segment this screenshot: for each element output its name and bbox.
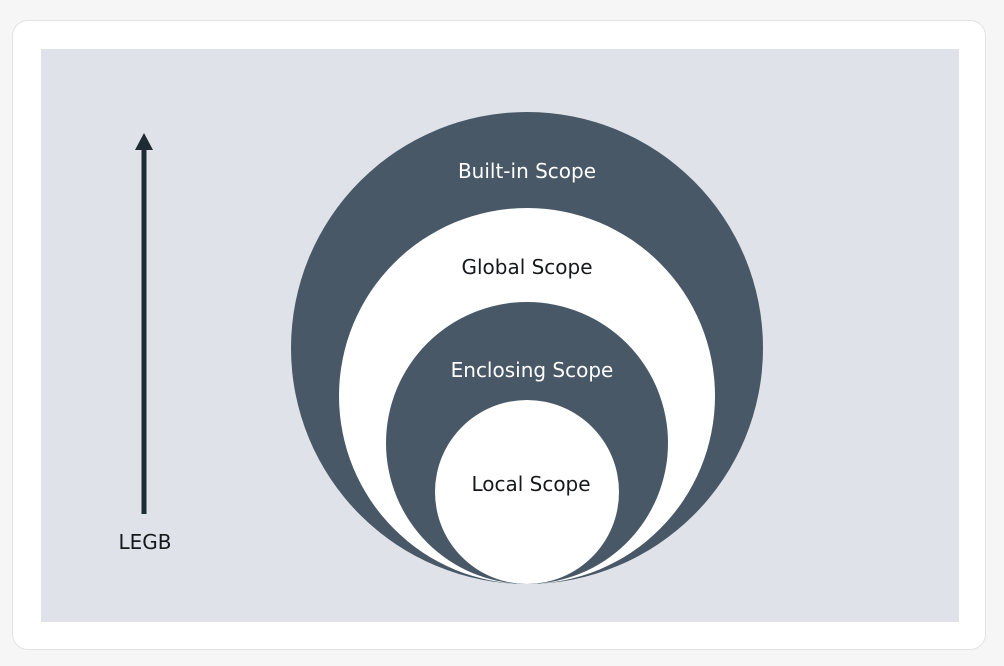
- global-scope-label: Global Scope: [461, 255, 592, 279]
- local-scope-circle: [435, 400, 619, 584]
- local-scope-label: Local Scope: [471, 472, 590, 496]
- legb-diagram: LEGB Built-in Scope Global Scope Enclosi…: [41, 49, 959, 622]
- legb-axis-label: LEGB: [119, 530, 172, 554]
- builtin-scope-label: Built-in Scope: [458, 159, 596, 183]
- enclosing-scope-label: Enclosing Scope: [451, 358, 614, 382]
- legb-arrow-head: [135, 133, 153, 150]
- legb-diagram-svg: LEGB Built-in Scope Global Scope Enclosi…: [119, 112, 763, 584]
